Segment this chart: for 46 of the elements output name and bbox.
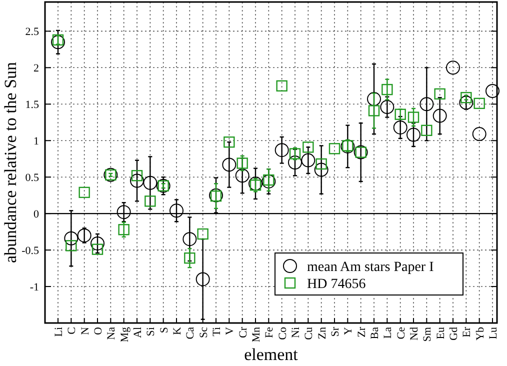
x-tick-label: Ca (184, 326, 197, 340)
x-tick-label: C (66, 327, 78, 334)
x-tick-label: O (92, 326, 104, 335)
y-tick-label: 1 (34, 135, 39, 148)
x-tick-label: Er (461, 326, 474, 338)
x-tick-label: Eu (434, 326, 447, 340)
x-tick-label: Fe (264, 326, 276, 338)
x-tick-label: Co (276, 326, 289, 340)
x-tick-label: Sr (330, 326, 342, 337)
x-tick-label: Ba (369, 326, 381, 340)
x-tick-label: Mn (250, 326, 262, 342)
x-tick-label: Lu (488, 326, 500, 340)
y-tick-label: 0.5 (25, 172, 40, 184)
x-tick-label: Sm (422, 326, 434, 342)
x-tick-label: V (224, 326, 236, 335)
x-tick-label: Ti (211, 327, 223, 336)
x-tick-label: Al (132, 327, 144, 338)
x-tick-label: Cr (237, 326, 250, 338)
x-tick-label: N (79, 326, 92, 335)
legend-label: mean Am stars Paper I (307, 260, 434, 275)
y-tick-label: -1 (30, 281, 39, 294)
y-tick-label: 2.5 (25, 26, 40, 38)
x-tick-label: Y (342, 326, 355, 335)
x-tick-label: Ni (290, 327, 302, 338)
x-tick-label: Zn (316, 326, 328, 340)
x-tick-label: Li (53, 327, 65, 337)
x-tick-label: Cu (303, 326, 316, 340)
x-tick-label: Na (106, 326, 118, 340)
x-tick-label: Zr (356, 326, 368, 338)
x-axis-title: element (244, 345, 298, 364)
y-tick-label: 0 (34, 208, 40, 220)
x-tick-label: Mg (118, 326, 131, 342)
x-tick-label: Si (145, 327, 158, 336)
x-tick-label: Ce (395, 326, 408, 340)
x-tick-label: Yb (474, 326, 486, 340)
x-tick-label: Sc (198, 326, 210, 338)
x-tick-label: S (158, 327, 170, 334)
legend-label: HD 74656 (307, 276, 366, 292)
x-tick-label: Nd (408, 326, 420, 340)
y-tick-label: 1.5 (25, 98, 40, 111)
x-tick-label: K (172, 326, 184, 335)
y-axis-title: abundance relative to the Sun (1, 61, 20, 264)
y-tick-label: -0.5 (22, 244, 40, 257)
x-tick-label: Gd (448, 326, 460, 340)
y-tick-label: 2 (34, 62, 39, 75)
x-tick-label: La (382, 326, 394, 339)
